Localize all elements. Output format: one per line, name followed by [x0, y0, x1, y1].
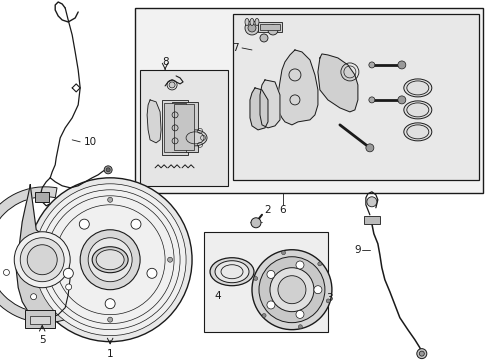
Circle shape [366, 197, 376, 207]
Circle shape [259, 257, 324, 323]
Circle shape [20, 238, 64, 282]
Ellipse shape [403, 123, 431, 141]
Wedge shape [0, 187, 113, 323]
Circle shape [107, 197, 112, 202]
Ellipse shape [96, 250, 124, 270]
Bar [233, 14, 478, 180]
Circle shape [65, 284, 72, 290]
Circle shape [14, 232, 70, 288]
Text: 9: 9 [354, 245, 361, 255]
Circle shape [397, 96, 405, 104]
Circle shape [27, 245, 57, 275]
Circle shape [325, 299, 329, 303]
Circle shape [295, 261, 304, 269]
Ellipse shape [210, 258, 253, 286]
Circle shape [88, 238, 132, 282]
Ellipse shape [249, 18, 253, 26]
Bar [30, 316, 50, 324]
Polygon shape [249, 88, 267, 130]
Ellipse shape [403, 79, 431, 97]
Ellipse shape [183, 130, 206, 146]
Text: 1: 1 [106, 348, 113, 359]
Bar [172, 102, 198, 152]
Circle shape [281, 251, 285, 255]
Circle shape [31, 294, 37, 300]
Circle shape [79, 219, 89, 229]
Circle shape [80, 230, 140, 290]
Bar [140, 70, 227, 186]
Text: 5: 5 [39, 335, 45, 345]
Circle shape [267, 25, 277, 35]
Text: 10: 10 [83, 137, 97, 147]
Text: 3: 3 [326, 293, 332, 303]
Text: 4: 4 [214, 291, 221, 301]
Ellipse shape [254, 18, 259, 26]
Circle shape [250, 218, 261, 228]
Circle shape [48, 257, 53, 262]
Circle shape [251, 250, 331, 330]
Bar [363, 216, 379, 224]
Circle shape [277, 276, 305, 304]
Circle shape [3, 269, 9, 275]
Text: 2: 2 [264, 205, 271, 215]
Circle shape [131, 219, 141, 229]
Ellipse shape [244, 18, 248, 26]
Circle shape [269, 268, 313, 312]
Circle shape [266, 301, 274, 309]
Circle shape [107, 317, 112, 322]
Circle shape [28, 178, 192, 342]
Bar [35, 192, 49, 202]
Circle shape [147, 268, 157, 278]
Bar [162, 100, 188, 155]
Circle shape [365, 144, 373, 152]
Circle shape [63, 268, 73, 278]
Ellipse shape [92, 247, 128, 273]
Circle shape [262, 314, 265, 318]
Circle shape [247, 24, 255, 32]
Circle shape [416, 348, 426, 359]
Polygon shape [260, 80, 280, 128]
Circle shape [167, 257, 172, 262]
Polygon shape [317, 54, 357, 112]
Bar [258, 22, 282, 32]
Polygon shape [147, 100, 161, 143]
Ellipse shape [215, 261, 248, 283]
Bar [260, 24, 280, 30]
Circle shape [368, 62, 374, 68]
Circle shape [418, 351, 424, 356]
Circle shape [105, 299, 115, 309]
Circle shape [169, 82, 175, 88]
Bar [174, 104, 194, 150]
Circle shape [106, 168, 110, 172]
Circle shape [34, 184, 185, 336]
Text: 8: 8 [162, 57, 168, 67]
Text: 7: 7 [231, 43, 238, 53]
Polygon shape [16, 185, 70, 320]
Text: 6: 6 [279, 205, 285, 215]
Bar [203, 232, 327, 332]
Circle shape [313, 286, 321, 294]
Circle shape [295, 310, 304, 318]
Bar [25, 310, 55, 328]
Bar [135, 8, 482, 193]
Polygon shape [277, 50, 317, 125]
Circle shape [266, 270, 274, 278]
Circle shape [397, 61, 405, 69]
Circle shape [368, 97, 374, 103]
Circle shape [104, 166, 112, 174]
Circle shape [244, 21, 259, 35]
Circle shape [253, 276, 257, 280]
Circle shape [298, 325, 302, 329]
Bar [164, 103, 185, 152]
Circle shape [317, 262, 321, 266]
Circle shape [260, 34, 267, 42]
Ellipse shape [403, 101, 431, 119]
